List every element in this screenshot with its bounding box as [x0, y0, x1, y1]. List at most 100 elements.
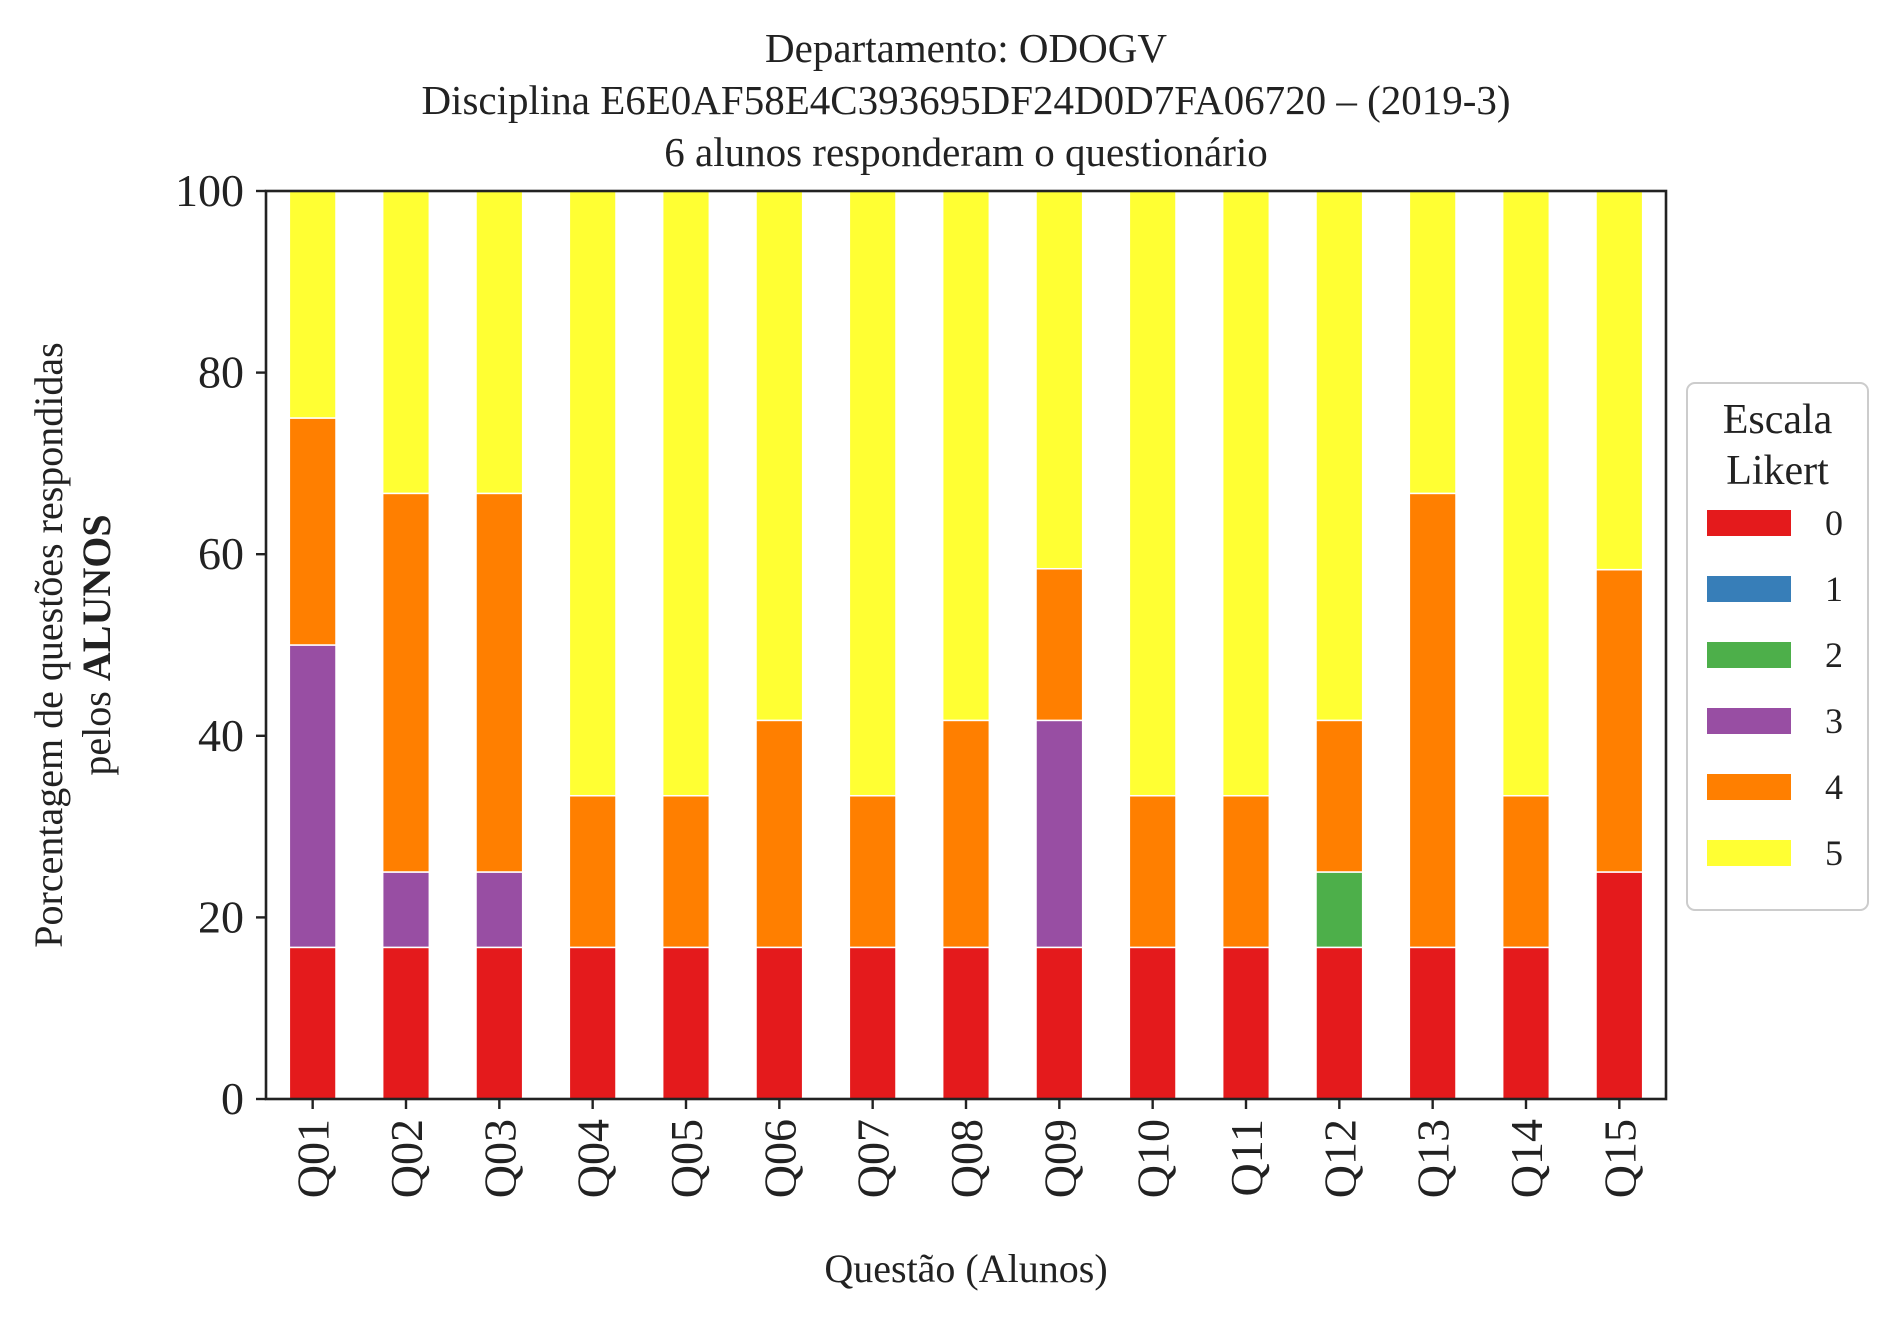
x-tick-label-q13: Q13 [1408, 1119, 1459, 1198]
legend-swatch-1 [1707, 576, 1791, 602]
bar-q13-level-0 [1408, 946, 1457, 1100]
bar-q15-level-5 [1595, 190, 1644, 571]
bar-q13-level-5 [1408, 190, 1457, 495]
bar-q02-level-5 [381, 190, 431, 495]
bar-q03-level-4 [475, 492, 524, 873]
bar-q07-level-0 [848, 946, 897, 1100]
legend-title-line-1: Escala [1723, 397, 1833, 443]
bar-q09-level-4 [1035, 567, 1084, 722]
y-axis-label-line-1: Porcentagem de questões respondidas [26, 342, 71, 947]
x-axis: Q01 Q02 Q03 Q04 Q05 Q06 Q07 Q08 Q09 Q10 Q11 Q12 Q13 Q… [288, 1099, 1645, 1198]
bar-q11-level-0 [1221, 946, 1271, 1100]
bar-q15-level-4 [1595, 568, 1644, 873]
bar-q05-level-0 [661, 946, 711, 1100]
x-tick-label-q08: Q08 [941, 1119, 992, 1198]
bar-q03-level-0 [475, 946, 524, 1100]
bar-q03-level-5 [475, 190, 524, 495]
bar-q01-level-0 [288, 946, 337, 1100]
bar-q10-level-4 [1128, 794, 1177, 949]
x-tick-label-q04: Q04 [568, 1119, 619, 1198]
x-tick-label-q05: Q05 [661, 1119, 712, 1198]
x-tick-label-q11: Q11 [1221, 1119, 1272, 1197]
bar-q06-level-0 [755, 946, 804, 1100]
bar-q03-level-3 [475, 871, 524, 949]
bar-q04-level-0 [568, 946, 617, 1100]
x-tick-label-q01: Q01 [288, 1119, 339, 1198]
legend-swatch-5 [1707, 840, 1791, 866]
x-tick-label-q06: Q06 [754, 1119, 805, 1198]
bar-q11-level-4 [1221, 794, 1271, 949]
x-tick-label-q03: Q03 [474, 1119, 525, 1198]
y-tick-label-40: 40 [198, 710, 244, 761]
bar-q06-level-4 [755, 719, 804, 949]
title-line-2: Disciplina E6E0AF58E4C393695DF24D0D7FA06… [421, 77, 1510, 123]
bar-q10-level-0 [1128, 946, 1177, 1100]
legend-swatch-0 [1707, 510, 1791, 536]
y-tick-label-20: 20 [198, 891, 244, 942]
bar-q15-level-0 [1595, 871, 1644, 1100]
y-tick-label-0: 0 [221, 1073, 244, 1124]
bar-q09-level-5 [1035, 189, 1084, 570]
bar-q01-level-3 [288, 644, 337, 949]
y-axis-label: Porcentagem de questões respondidas pelos… [26, 342, 119, 947]
y-axis: 0 20 40 60 80 100 [175, 165, 266, 1124]
x-tick-label-q09: Q09 [1034, 1119, 1085, 1198]
x-axis-label: Questão (Alunos) [824, 1246, 1107, 1291]
title-line-3: 6 alunos responderam o questionário [664, 129, 1267, 175]
x-tick-label-q12: Q12 [1314, 1119, 1365, 1198]
legend-label-2: 2 [1825, 635, 1843, 675]
bar-q12-level-2 [1315, 871, 1364, 949]
x-tick-label-q15: Q15 [1594, 1119, 1645, 1198]
bar-q14-level-5 [1501, 189, 1551, 797]
legend-label-5: 5 [1825, 833, 1843, 873]
bar-q06-level-5 [755, 190, 804, 722]
bar-q02-level-4 [381, 492, 431, 873]
legend-swatch-2 [1707, 642, 1791, 668]
bar-q09-level-0 [1035, 946, 1084, 1100]
y-axis-label-bold: ALUNOS [74, 514, 119, 681]
y-tick-label-60: 60 [198, 528, 244, 579]
bar-q08-level-5 [941, 190, 991, 722]
bar-q01-level-5 [288, 190, 337, 419]
bar-q07-level-4 [848, 794, 897, 949]
chart-title: Departamento: ODOGV Disciplina E6E0AF58E4… [421, 25, 1510, 175]
y-axis-label-prefix: pelos [74, 681, 119, 775]
bar-q01-level-4 [288, 417, 337, 646]
y-tick-label-100: 100 [175, 165, 244, 216]
legend-label-3: 3 [1825, 701, 1843, 741]
bar-q08-level-4 [941, 719, 991, 949]
bar-q11-level-5 [1221, 189, 1271, 797]
y-axis-label-line-2: pelos ALUNOS [74, 514, 119, 775]
legend-label-0: 0 [1825, 503, 1843, 543]
bar-q05-level-4 [661, 794, 711, 949]
bar-q10-level-5 [1128, 189, 1177, 797]
legend-label-4: 4 [1825, 767, 1843, 807]
bar-q12-level-0 [1315, 946, 1364, 1100]
bar-q04-level-5 [568, 189, 617, 797]
legend-swatch-3 [1707, 708, 1791, 734]
x-tick-label-q02: Q02 [381, 1119, 432, 1198]
x-tick-label-q10: Q10 [1128, 1119, 1179, 1198]
bar-q04-level-4 [568, 794, 617, 949]
bar-q14-level-4 [1501, 794, 1551, 949]
bar-q09-level-3 [1035, 719, 1084, 949]
bar-q12-level-4 [1315, 719, 1364, 873]
bar-q13-level-4 [1408, 492, 1457, 949]
bar-q02-level-0 [381, 946, 431, 1100]
bar-q08-level-0 [941, 946, 991, 1100]
legend-swatch-4 [1707, 774, 1791, 800]
legend: Escala Likert 0 1 2 3 4 5 [1686, 382, 1869, 911]
bar-q14-level-0 [1501, 946, 1551, 1100]
legend-label-1: 1 [1825, 569, 1843, 609]
x-tick-label-q07: Q07 [848, 1119, 899, 1198]
bar-q07-level-5 [848, 189, 897, 797]
bar-q12-level-5 [1315, 190, 1364, 722]
legend-title-line-2: Likert [1726, 448, 1829, 494]
title-line-1: Departamento: ODOGV [765, 25, 1167, 71]
bar-q02-level-3 [381, 871, 431, 949]
bars-group [288, 189, 1644, 1100]
bar-q05-level-5 [661, 189, 711, 797]
y-tick-label-80: 80 [198, 347, 244, 398]
